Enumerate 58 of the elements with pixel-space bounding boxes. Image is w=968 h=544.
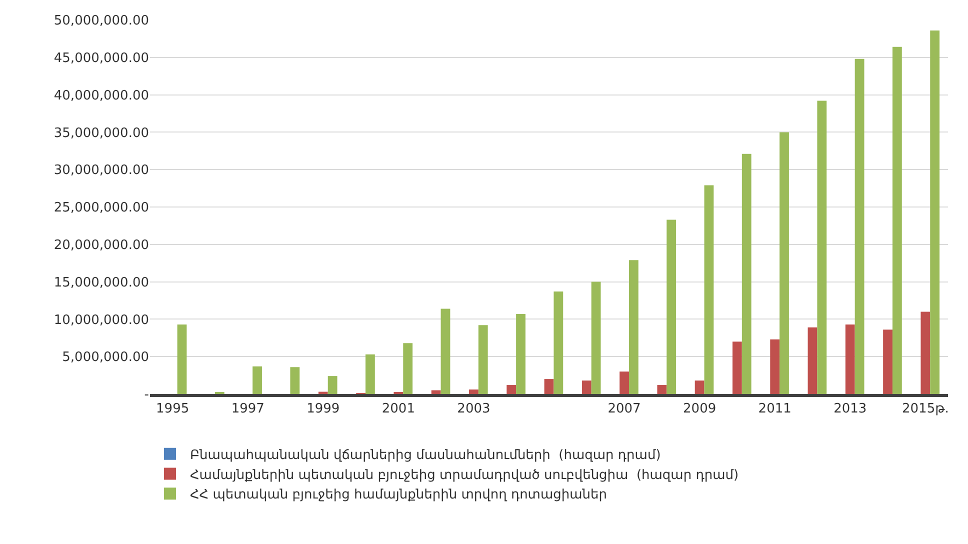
y-tick-label: - [144, 388, 150, 403]
legend-label: ՀՀ պետական բյուջեից համայնքներին տրվող դոտացիաներ [190, 488, 607, 503]
bar [854, 58, 864, 394]
bar [657, 385, 667, 394]
bar [252, 366, 262, 394]
bar [920, 312, 930, 394]
bar [780, 132, 789, 394]
bar [177, 324, 187, 394]
bar [328, 376, 338, 394]
x-tick-label: 2007 [608, 402, 641, 417]
x-tick-label: 1997 [231, 402, 264, 417]
x-tick-label: 2001 [382, 402, 415, 417]
y-tick-label: 40,000,000.00 [54, 88, 149, 104]
bar [694, 380, 704, 394]
bar [431, 390, 441, 394]
legend-label: Բնապահպանական վճարներից մասնահանումների (հազար դրամ) [190, 448, 661, 463]
legend-label: Համայնքներին պետական բյուջեից տրամադրված սուբվենցիա (հազար դրամ) [190, 468, 739, 483]
y-tick-label: 20,000,000.00 [54, 238, 149, 253]
y-tick-label: 30,000,000.00 [54, 163, 149, 178]
bar [883, 330, 892, 394]
bar [742, 154, 752, 394]
bar [845, 324, 855, 394]
bar [469, 390, 478, 394]
bar [290, 367, 300, 394]
bar [403, 343, 413, 394]
x-tick-label: 1999 [306, 402, 340, 417]
x-tick-label: 1995 [156, 402, 190, 417]
x-tick-label: 2011 [758, 402, 792, 417]
x-tick-label: 2013 [834, 402, 867, 417]
y-tick-label: 25,000,000.00 [54, 200, 149, 216]
bar [478, 325, 488, 394]
bar [704, 185, 714, 394]
bar [620, 372, 629, 394]
bar [808, 327, 818, 394]
bar [516, 314, 526, 394]
bar [666, 220, 676, 394]
bar [554, 292, 564, 394]
bar [930, 30, 940, 394]
x-tick-label: 2003 [457, 402, 490, 417]
y-tick-label: 5,000,000.00 [62, 350, 149, 366]
bar [591, 282, 601, 394]
y-tick-label: 35,000,000.00 [54, 126, 149, 141]
bar [770, 339, 780, 394]
bar [366, 354, 375, 394]
bar [892, 46, 902, 394]
bar [506, 385, 516, 394]
bar [817, 100, 827, 394]
x-tick-label: 2015թ. [902, 402, 949, 417]
bar [732, 342, 742, 394]
x-tick-label: 2009 [683, 402, 716, 417]
y-tick-label: 45,000,000.00 [54, 50, 149, 66]
bar [544, 379, 554, 394]
bar [582, 380, 592, 394]
y-tick-label: 15,000,000.00 [54, 275, 149, 290]
bar [440, 308, 450, 394]
bar [628, 260, 638, 394]
y-tick-label: 50,000,000.00 [54, 14, 149, 29]
y-tick-label: 10,000,000.00 [54, 312, 149, 328]
